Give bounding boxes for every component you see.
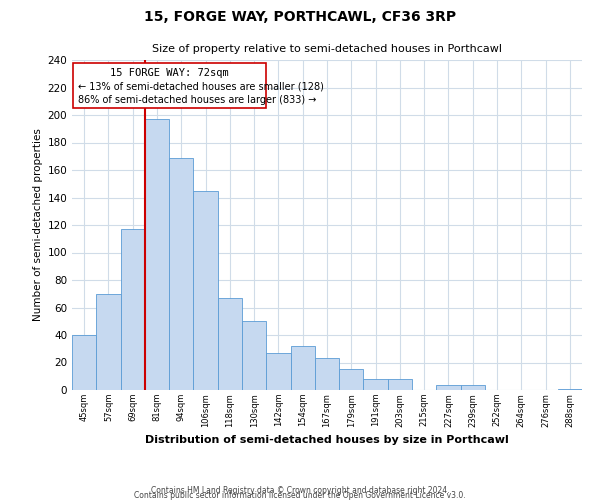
Title: Size of property relative to semi-detached houses in Porthcawl: Size of property relative to semi-detach… <box>152 44 502 54</box>
Bar <box>364 379 388 390</box>
Bar <box>96 294 121 390</box>
Bar <box>72 335 96 390</box>
Bar <box>315 358 339 390</box>
Bar <box>290 346 315 390</box>
Bar <box>121 229 145 390</box>
Bar <box>145 119 169 390</box>
Y-axis label: Number of semi-detached properties: Number of semi-detached properties <box>33 128 43 322</box>
Bar <box>461 384 485 390</box>
Text: 15, FORGE WAY, PORTHCAWL, CF36 3RP: 15, FORGE WAY, PORTHCAWL, CF36 3RP <box>144 10 456 24</box>
Text: Contains public sector information licensed under the Open Government Licence v3: Contains public sector information licen… <box>134 491 466 500</box>
Text: 86% of semi-detached houses are larger (833) →: 86% of semi-detached houses are larger (… <box>78 95 316 105</box>
Bar <box>266 353 290 390</box>
FancyBboxPatch shape <box>73 62 266 108</box>
Bar <box>218 298 242 390</box>
Bar <box>388 379 412 390</box>
Bar <box>242 322 266 390</box>
Bar <box>339 370 364 390</box>
Bar <box>558 388 582 390</box>
Text: 15 FORGE WAY: 72sqm: 15 FORGE WAY: 72sqm <box>110 68 229 78</box>
Text: Contains HM Land Registry data © Crown copyright and database right 2024.: Contains HM Land Registry data © Crown c… <box>151 486 449 495</box>
Bar <box>436 384 461 390</box>
X-axis label: Distribution of semi-detached houses by size in Porthcawl: Distribution of semi-detached houses by … <box>145 435 509 445</box>
Bar <box>193 190 218 390</box>
Text: ← 13% of semi-detached houses are smaller (128): ← 13% of semi-detached houses are smalle… <box>78 81 324 91</box>
Bar <box>169 158 193 390</box>
